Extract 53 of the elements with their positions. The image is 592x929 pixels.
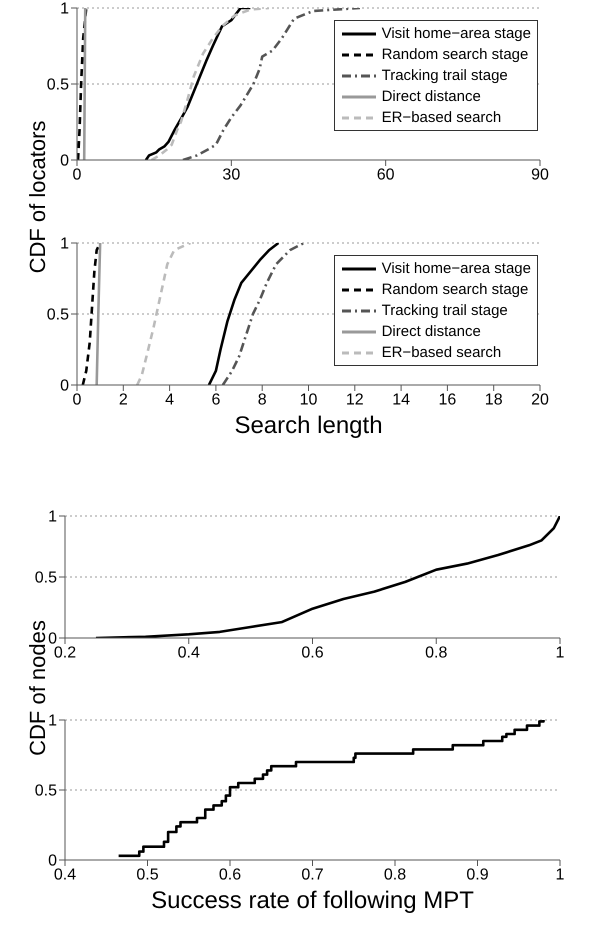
legend-label: Visit home−area stage [382,24,531,44]
x-tick-label: 4 [165,391,174,408]
x-tick-label: 0.8 [425,644,448,662]
x-tick-label: 8 [258,391,267,408]
legend-label: ER−based search [382,343,502,363]
x-tick-label: 0 [72,391,82,408]
y-tick-label: 0.5 [46,76,70,94]
y-tick-label: 1 [48,508,58,526]
x-tick-label: 12 [346,391,364,408]
x-tick-label: 6 [211,391,220,408]
x-tick-label: 0 [72,166,82,184]
legend-label: Tracking trail stage [382,66,508,86]
y-tick-label: 0.5 [34,782,58,800]
x-tick-label: 0.7 [301,866,324,884]
x-tick-label: 1 [556,866,565,884]
legend-label: Random search stage [382,280,528,300]
x-tick-label: 0.9 [466,866,489,884]
x-tick-label: 0.8 [384,866,406,884]
x-axis-title: Success rate of following MPT [150,886,475,916]
y-tick-label: 1 [60,0,70,18]
x-tick-label: 0.6 [301,644,324,662]
x-tick-label: 2 [118,391,128,408]
x-tick-label: 14 [392,391,410,408]
line-series [94,516,560,638]
y-tick-label: 0.5 [34,570,58,587]
y-tick-label: 1 [60,236,70,253]
y-tick-label: 0.5 [46,306,70,324]
x-axis-title: Search length [233,411,384,441]
legend-label: Visit home−area stage [382,259,531,279]
x-tick-label: 0.4 [178,644,200,662]
line-series [136,243,192,385]
legend-label: Tracking trail stage [382,301,508,321]
y-axis-title: CDF of locators [25,120,51,273]
legend-label: Direct distance [382,87,481,107]
legend-label: ER−based search [382,108,502,128]
x-tick-label: 10 [300,391,318,408]
line-series [150,8,270,160]
x-tick-label: 30 [222,166,240,184]
x-tick-label: 60 [376,166,395,184]
legend-label: Random search stage [382,45,528,65]
line-series [208,243,280,385]
y-axis-title: CDF of nodes [25,620,50,756]
legend-label: Direct distance [382,322,481,342]
x-tick-label: 0.6 [218,866,242,884]
x-tick-label: 0.5 [136,866,159,884]
x-tick-label: 20 [531,391,549,408]
y-tick-label: 1 [48,712,58,730]
y-tick-label: 0 [60,152,70,170]
y-tick-label: 0 [60,378,70,395]
x-tick-label: 1 [556,644,565,662]
x-tick-label: 90 [531,166,549,184]
x-tick-label: 18 [484,391,503,408]
x-tick-label: 16 [438,391,456,408]
